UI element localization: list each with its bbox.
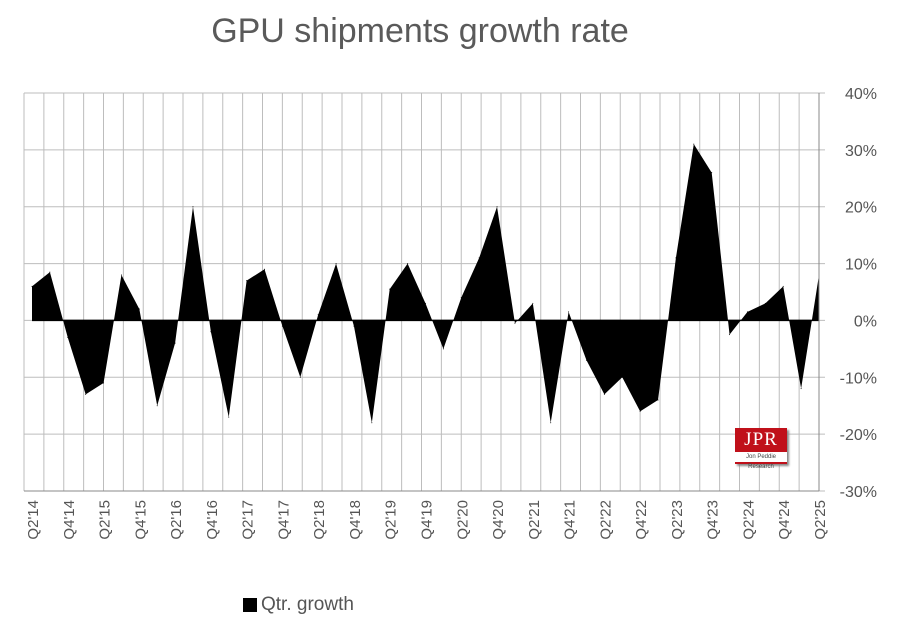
data-point <box>192 206 194 208</box>
data-point <box>800 388 802 390</box>
legend-swatch <box>243 598 257 612</box>
data-point <box>550 422 552 424</box>
x-tick-label: Q2'14 <box>25 500 42 540</box>
x-tick-labels: Q2'14 Q4'14 Q2'15 Q4'15 Q2'16 Q4'16 Q2'17 Q4'17… <box>25 500 829 540</box>
x-tick-label: Q2'19 <box>383 500 400 540</box>
data-point <box>228 416 230 418</box>
y-tick-label: -30% <box>840 484 877 501</box>
data-point <box>621 376 623 378</box>
y-tick-label: -10% <box>840 370 877 387</box>
data-point <box>675 257 677 259</box>
x-tick-label: Q4'19 <box>419 500 436 540</box>
x-tick-label: Q4'15 <box>132 500 149 540</box>
x-tick-label: Q4'22 <box>633 500 650 540</box>
data-point <box>407 263 409 265</box>
data-point <box>174 342 176 344</box>
x-tick-label: Q4'16 <box>204 500 221 540</box>
x-tick-label: Q2'22 <box>597 500 614 540</box>
x-tick-label: Q4'18 <box>347 500 364 540</box>
x-tick-label: Q4'20 <box>490 500 507 540</box>
data-point <box>782 285 784 287</box>
data-point <box>603 393 605 395</box>
data-point <box>49 271 51 273</box>
data-point <box>31 285 33 287</box>
x-tick-label: Q2'20 <box>454 500 471 540</box>
data-point <box>353 325 355 327</box>
data-point <box>729 334 731 336</box>
data-point <box>657 399 659 401</box>
data-point <box>85 393 87 395</box>
x-tick-label: Q2'18 <box>311 500 328 540</box>
y-tick-labels: 40% 30% 20% 10% 0% -10% -20% -30% <box>840 86 877 501</box>
y-tick-label: 40% <box>845 86 877 103</box>
x-tick-label: Q2'23 <box>669 500 686 540</box>
data-point <box>442 348 444 350</box>
data-point <box>514 322 516 324</box>
data-point <box>711 172 713 174</box>
logo-subtext: Jon Peddie Research <box>735 452 787 470</box>
x-tick-label: Q2'15 <box>97 500 114 540</box>
data-point <box>246 280 248 282</box>
data-point <box>693 143 695 145</box>
y-tick-label: 0% <box>854 313 877 330</box>
data-point <box>67 336 69 338</box>
legend: Qtr. growth <box>243 594 354 616</box>
logo-text: JPR <box>744 429 778 450</box>
data-point <box>210 331 212 333</box>
data-point <box>138 308 140 310</box>
data-point <box>264 268 266 270</box>
x-tick-label: Q4'23 <box>705 500 722 540</box>
series-area-qtr-growth <box>32 144 819 423</box>
chart-title: GPU shipments growth rate <box>211 12 629 50</box>
data-point <box>335 263 337 265</box>
data-point <box>371 422 373 424</box>
x-tick-label: Q2'16 <box>168 500 185 540</box>
jpr-logo: JPR Jon Peddie Research <box>735 428 787 470</box>
x-tick-label: Q2'24 <box>740 500 757 540</box>
data-point <box>568 311 570 313</box>
data-point <box>156 405 158 407</box>
y-tick-label: 30% <box>845 143 877 160</box>
data-point <box>103 382 105 384</box>
data-point <box>585 359 587 361</box>
x-tick-label: Q2'17 <box>240 500 257 540</box>
x-tick-label: Q4'17 <box>275 500 292 540</box>
data-point <box>425 302 426 304</box>
legend-label: Qtr. growth <box>261 594 354 615</box>
y-tick-label: 10% <box>845 257 877 274</box>
data-point <box>746 311 748 313</box>
data-point <box>478 257 480 259</box>
x-tick-label: Q2'21 <box>526 500 543 540</box>
data-point <box>120 274 122 276</box>
x-tick-label: Q4'24 <box>776 500 793 540</box>
x-tick-label: Q4'21 <box>562 500 579 540</box>
data-point <box>299 376 301 378</box>
y-tick-label: 20% <box>845 200 877 217</box>
data-point <box>532 302 534 304</box>
data-point <box>460 297 462 299</box>
x-tick-label: Q4'14 <box>61 500 78 540</box>
data-point <box>281 325 283 327</box>
axes <box>24 93 820 492</box>
series-area <box>31 143 820 424</box>
data-point <box>764 302 766 304</box>
data-point <box>317 314 319 316</box>
data-point <box>496 206 498 208</box>
y-tick-label: -20% <box>840 427 877 444</box>
x-tick-label: Q2'25 <box>812 500 829 540</box>
data-point <box>389 288 391 290</box>
data-point <box>639 410 641 412</box>
